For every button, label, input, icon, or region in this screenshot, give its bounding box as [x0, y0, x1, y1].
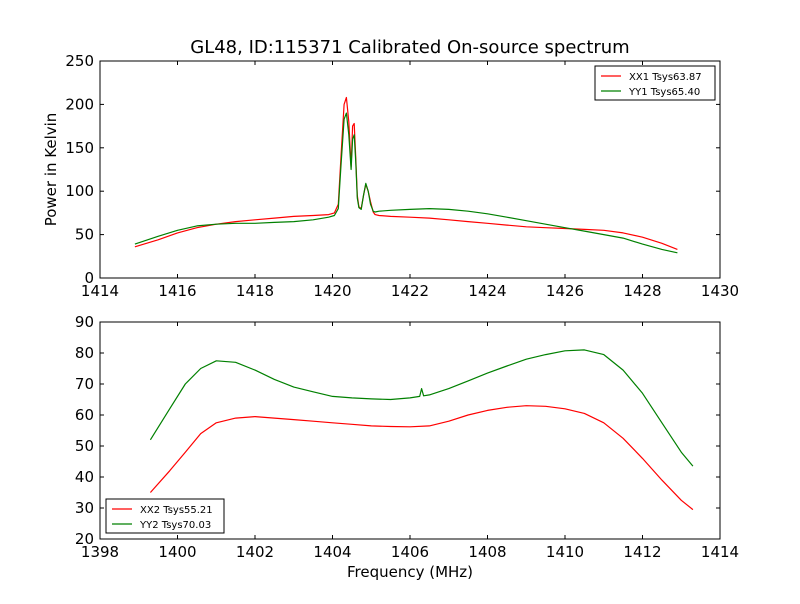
x-tick-label: 1414 [701, 543, 739, 561]
y-tick-label: 60 [75, 406, 94, 424]
x-tick-label: 1428 [623, 282, 661, 300]
y-tick-label: 40 [75, 468, 94, 486]
series-line-2-1 [149, 405, 694, 511]
bottom-panel: 1398 1400 1402 1404 1406 1408 1410 1412 1414 20 30… [75, 313, 739, 581]
legend-entry: XX1 Tsys63.87 [629, 72, 702, 83]
x-tick-label: 1414 [81, 282, 119, 300]
x-tick-label: 1422 [391, 282, 429, 300]
x-tick-label: 1404 [313, 543, 351, 561]
x-tick-label: 1400 [158, 543, 196, 561]
y-tick-label: 90 [75, 313, 94, 331]
top-panel: 1414 1416 1418 1420 1422 1424 1426 1428 1430 0 50 1… [42, 52, 739, 300]
y-tick-label: 50 [75, 437, 94, 455]
x-tick-label: 1420 [313, 282, 351, 300]
x-tick-label: 1424 [468, 282, 506, 300]
y-tick-label: 70 [75, 375, 94, 393]
x-tick-label: 1430 [701, 282, 739, 300]
x-tick-label: 1418 [236, 282, 274, 300]
legend-entry: XX2 Tsys55.21 [140, 505, 213, 516]
y-tick-label: 50 [75, 226, 94, 244]
y-axis-label: Power in Kelvin [42, 113, 60, 227]
y-tick-label: 150 [65, 139, 94, 157]
y-tick-label: 100 [65, 182, 94, 200]
x-tick-label: 1412 [623, 543, 661, 561]
legend-entry: YY1 Tsys65.40 [628, 87, 700, 98]
x-tick-label: 1408 [468, 543, 506, 561]
series-line-2-2 [149, 349, 694, 467]
y-tick-label: 0 [84, 269, 94, 287]
chart-title: GL48, ID:115371 Calibrated On-source spe… [190, 37, 629, 58]
x-tick-label: 1426 [546, 282, 584, 300]
series-line-1-2 [134, 112, 678, 254]
series-line-1-1 [134, 96, 678, 250]
y-tick-label: 30 [75, 499, 94, 517]
x-tick-label: 1416 [158, 282, 196, 300]
x-axis-label: Frequency (MHz) [347, 563, 473, 581]
y-tick-label: 80 [75, 344, 94, 362]
legend-box [594, 65, 716, 101]
x-tick-label: 1406 [391, 543, 429, 561]
legend-box [105, 498, 225, 534]
x-tick-label: 1410 [546, 543, 584, 561]
y-tick-label: 20 [75, 530, 94, 548]
x-tick-label: 1402 [236, 543, 274, 561]
y-tick-label: 200 [65, 95, 94, 113]
x-tick-label: 1398 [81, 543, 119, 561]
y-tick-label: 250 [65, 52, 94, 70]
legend-entry: YY2 Tsys70.03 [139, 520, 211, 531]
